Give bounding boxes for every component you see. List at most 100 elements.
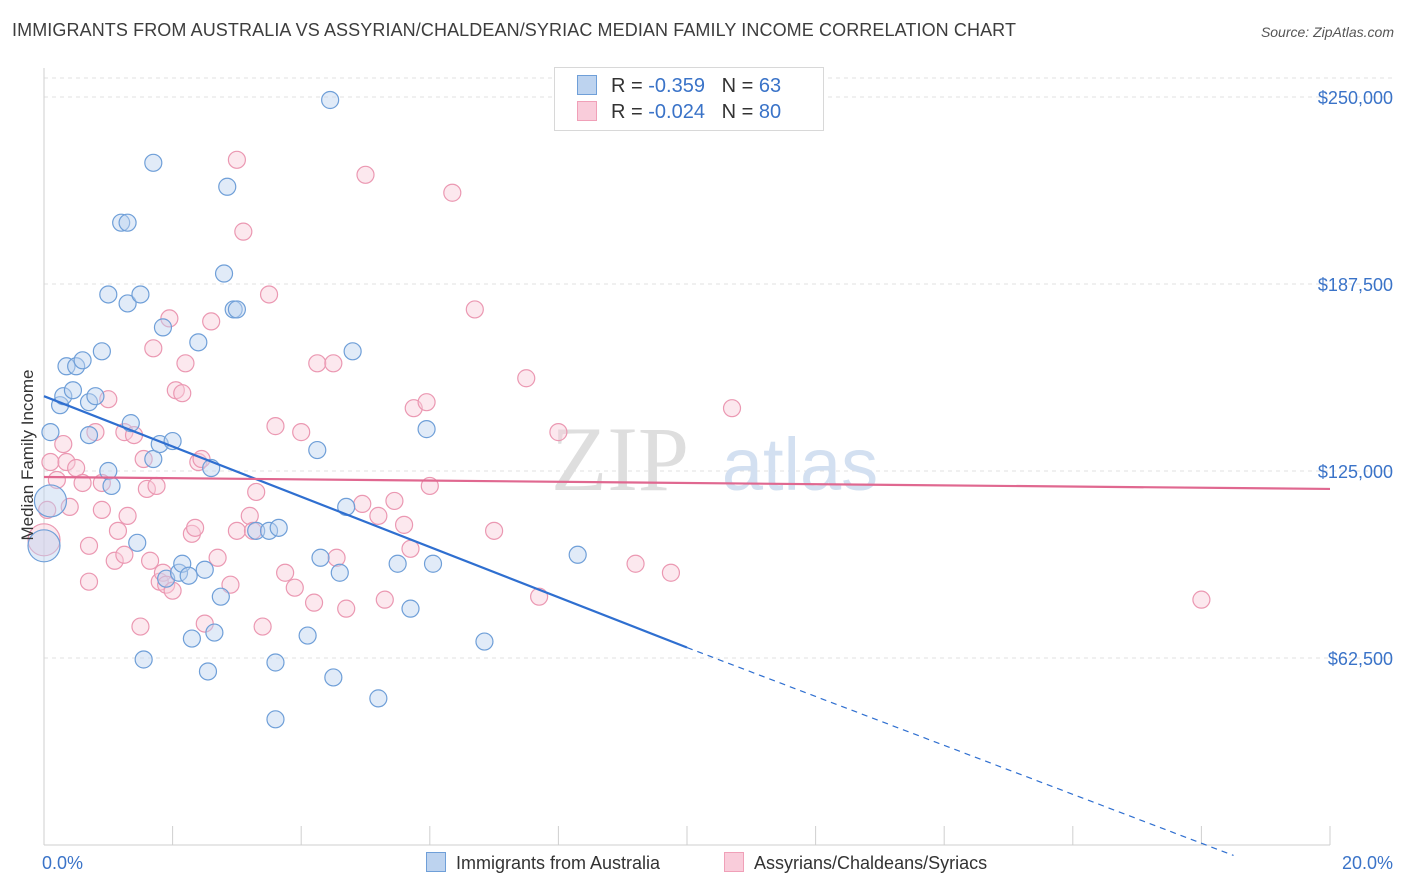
assyrians-point-60 xyxy=(353,494,372,514)
australia-point-42 xyxy=(227,300,246,319)
correlation-legend: R = -0.359 N = 63 R = -0.024 N = 80 xyxy=(554,67,824,131)
assyrians-point-5 xyxy=(57,452,76,472)
legend-row-australia: R = -0.359 N = 63 xyxy=(577,75,781,101)
assyrians-point-8 xyxy=(73,473,92,493)
australia-point-8 xyxy=(73,351,92,370)
australia-point-10 xyxy=(79,425,99,445)
australia-point-2 xyxy=(41,423,60,442)
australia-point-43 xyxy=(247,521,266,540)
assyrians-point-48 xyxy=(247,482,266,502)
assyrians-point-6 xyxy=(60,497,79,517)
assyrians-point-33 xyxy=(173,384,192,403)
assyrians-point-58 xyxy=(327,548,346,567)
assyrians-point-45 xyxy=(234,222,253,241)
australia-point-17 xyxy=(118,213,137,232)
assyrians-point-65 xyxy=(394,515,414,534)
australia-point-32 xyxy=(182,629,201,648)
legend-n-value-australia: 63 xyxy=(758,75,782,97)
bottom-legend-assyrians: Assyrians/Chaldeans/Syriacs xyxy=(724,852,987,874)
legend-r-value-assyrians: -0.024 xyxy=(648,101,705,123)
assyrians-point-79 xyxy=(1192,590,1211,609)
australia-point-31 xyxy=(179,566,198,585)
australia-point-35 xyxy=(198,662,218,681)
assyrians-point-64 xyxy=(385,491,404,511)
y-tick-label-0: $62,500 xyxy=(1328,649,1393,669)
assyrians-point-15 xyxy=(105,551,124,570)
assyrians-point-61 xyxy=(356,165,375,184)
australia-point-1 xyxy=(33,484,68,518)
assyrians-point-4 xyxy=(54,434,73,454)
australia-point-15 xyxy=(102,476,121,496)
legend-n-label: N = xyxy=(721,101,754,123)
australia-point-0 xyxy=(27,529,61,563)
bottom-legend-australia: Immigrants from Australia xyxy=(426,852,660,874)
assyrians-point-46 xyxy=(240,506,259,525)
trend-line-australia xyxy=(43,395,688,649)
assyrians-point-68 xyxy=(417,393,436,412)
assyrians-point-59 xyxy=(337,599,356,618)
legend-row-assyrians: R = -0.024 N = 80 xyxy=(577,101,781,127)
assyrians-point-57 xyxy=(324,354,343,373)
assyrians-point-73 xyxy=(517,369,536,388)
assyrians-point-43 xyxy=(227,521,246,540)
australia-point-16 xyxy=(112,213,131,232)
assyrians-point-18 xyxy=(115,545,134,564)
australia-point-47 xyxy=(266,710,285,729)
assyrians-point-22 xyxy=(134,449,153,469)
bottom-legend-label-assyrians: Assyrians/Chaldeans/Syriacs xyxy=(754,853,988,873)
y-tick-label-2: $187,500 xyxy=(1318,275,1393,295)
australia-point-60 xyxy=(475,632,494,651)
assyrians-point-54 xyxy=(292,423,311,442)
australia-point-26 xyxy=(153,318,173,337)
australia-point-37 xyxy=(205,623,224,642)
assyrians-point-50 xyxy=(259,285,279,304)
australia-point-52 xyxy=(330,563,349,582)
australia-point-12 xyxy=(92,342,111,361)
assyrians-point-63 xyxy=(375,590,394,609)
assyrians-point-76 xyxy=(626,554,645,573)
australia-point-59 xyxy=(423,554,443,573)
legend-n-label: N = xyxy=(721,75,754,97)
australia-point-20 xyxy=(128,533,147,552)
australia-point-11 xyxy=(86,387,105,406)
australia-point-50 xyxy=(311,548,330,567)
australia-point-45 xyxy=(266,653,285,672)
australia-point-55 xyxy=(369,689,388,708)
legend-n-value-assyrians: 80 xyxy=(758,101,782,123)
y-axis-label: Median Family Income xyxy=(18,369,37,541)
assyrians-point-41 xyxy=(208,548,227,567)
assyrians-point-19 xyxy=(118,506,137,525)
australia-point-46 xyxy=(269,518,288,537)
grid-lines xyxy=(44,77,1395,659)
watermark: ZIP atlas xyxy=(551,408,878,510)
australia-point-22 xyxy=(134,650,153,669)
legend-swatch-pink xyxy=(577,101,597,121)
assyrians-point-40 xyxy=(202,312,221,331)
australia-point-23 xyxy=(144,153,163,172)
bottom-legend-swatch-blue xyxy=(426,852,446,872)
australia-point-57 xyxy=(401,599,420,618)
y-tick-label-3: $250,000 xyxy=(1318,88,1393,108)
assyrians-point-25 xyxy=(144,339,163,358)
watermark-atlas: atlas xyxy=(722,423,878,506)
australia-point-18 xyxy=(118,294,137,313)
australia-point-54 xyxy=(343,342,362,361)
assyrians-point-55 xyxy=(304,593,324,612)
australia-point-49 xyxy=(308,440,327,460)
chart-title: IMMIGRANTS FROM AUSTRALIA VS ASSYRIAN/CH… xyxy=(12,20,1017,40)
assyrians-point-62 xyxy=(369,506,388,525)
assyrians-point-49 xyxy=(253,617,272,636)
assyrians-point-26 xyxy=(147,476,166,496)
assyrians-point-77 xyxy=(661,563,681,582)
assyrians-point-44 xyxy=(227,150,246,169)
x-tick-label-min: 0.0% xyxy=(42,853,84,873)
assyrians-point-53 xyxy=(285,578,304,597)
assyrians-point-13 xyxy=(92,500,111,519)
australia-point-61 xyxy=(568,545,587,564)
assyrians-point-51 xyxy=(266,417,285,436)
australia-point-62 xyxy=(321,90,340,110)
australia-point-58 xyxy=(417,420,436,439)
assyrians-point-10 xyxy=(79,572,99,591)
assyrians-point-75 xyxy=(549,423,568,442)
australia-point-33 xyxy=(189,333,208,352)
